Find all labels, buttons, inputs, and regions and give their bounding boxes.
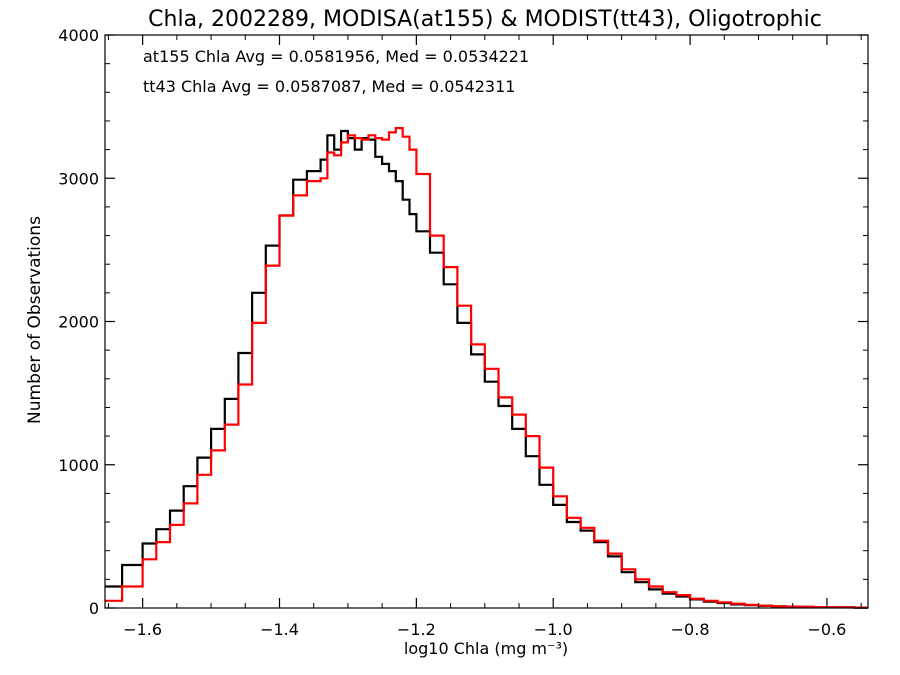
x-axis: −1.6 −1.4 −1.2 −1.0 −0.8 −0.6	[107, 35, 862, 639]
x-tick-label: −1.6	[123, 620, 162, 639]
x-tick-label: −0.8	[671, 620, 710, 639]
plot-frame	[104, 34, 869, 609]
y-axis: 0 1000 2000 3000 4000	[58, 26, 868, 618]
annotation-at155: at155 Chla Avg = 0.0581956, Med = 0.0534…	[143, 47, 529, 66]
chart-title: Chla, 2002289, MODISA(at155) & MODIST(tt…	[148, 7, 822, 32]
y-tick-label: 4000	[58, 26, 99, 45]
x-tick-label: −1.2	[397, 620, 436, 639]
y-axis-label: Number of Observations	[25, 216, 45, 424]
series-1-line	[105, 127, 868, 609]
series-layer	[105, 127, 868, 609]
y-tick-label: 1000	[58, 456, 99, 475]
x-tick-label: −1.4	[260, 620, 299, 639]
x-axis-label: log10 Chla (mg m⁻³)	[404, 639, 568, 658]
x-tick-label: −1.0	[534, 620, 573, 639]
x-tick-label: −0.6	[808, 620, 847, 639]
y-tick-label: 2000	[58, 313, 99, 332]
y-tick-label: 0	[89, 599, 99, 618]
y-tick-label: 3000	[58, 169, 99, 188]
annotation-tt43: tt43 Chla Avg = 0.0587087, Med = 0.05423…	[143, 77, 515, 96]
